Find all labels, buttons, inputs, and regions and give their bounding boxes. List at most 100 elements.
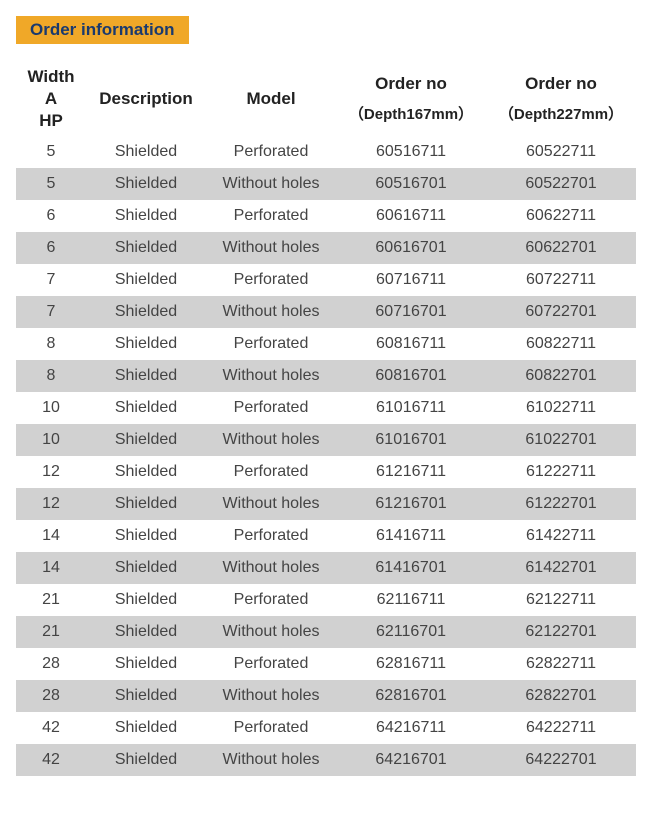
cell-order227: 60622711 — [486, 200, 636, 232]
table-row: 6ShieldedPerforated6061671160622711 — [16, 200, 636, 232]
cell-order227: 62822701 — [486, 680, 636, 712]
cell-order227: 61222711 — [486, 456, 636, 488]
cell-description: Shielded — [86, 648, 206, 680]
cell-order167: 60816711 — [336, 328, 486, 360]
cell-description: Shielded — [86, 136, 206, 168]
cell-width: 14 — [16, 520, 86, 552]
table-row: 10ShieldedWithout holes6101670161022701 — [16, 424, 636, 456]
col-header-width-line2: A — [18, 88, 84, 110]
cell-order167: 62116711 — [336, 584, 486, 616]
cell-order227: 61422711 — [486, 520, 636, 552]
cell-order167: 60616701 — [336, 232, 486, 264]
cell-model: Without holes — [206, 424, 336, 456]
cell-order227: 60722711 — [486, 264, 636, 296]
cell-model: Perforated — [206, 584, 336, 616]
spacer — [338, 95, 484, 105]
cell-order167: 61216711 — [336, 456, 486, 488]
cell-order227: 60522711 — [486, 136, 636, 168]
table-body: 5ShieldedPerforated60516711605227115Shie… — [16, 136, 636, 776]
spacer — [488, 95, 634, 105]
table-row: 14ShieldedPerforated6141671161422711 — [16, 520, 636, 552]
cell-order167: 60716701 — [336, 296, 486, 328]
col-header-order167: Order no （Depth167mm） — [336, 62, 486, 136]
table-row: 6ShieldedWithout holes6061670160622701 — [16, 232, 636, 264]
table-row: 7ShieldedPerforated6071671160722711 — [16, 264, 636, 296]
cell-description: Shielded — [86, 200, 206, 232]
cell-order227: 61422701 — [486, 552, 636, 584]
col-header-description: Description — [86, 62, 206, 136]
table-row: 21ShieldedPerforated6211671162122711 — [16, 584, 636, 616]
cell-width: 42 — [16, 744, 86, 776]
cell-model: Perforated — [206, 200, 336, 232]
cell-order227: 60822701 — [486, 360, 636, 392]
col-header-model-line2: Model — [208, 88, 334, 110]
cell-model: Perforated — [206, 136, 336, 168]
col-header-order227-line3: （Depth227mm） — [488, 105, 634, 125]
cell-model: Without holes — [206, 744, 336, 776]
cell-model: Perforated — [206, 392, 336, 424]
cell-description: Shielded — [86, 392, 206, 424]
table-row: 14ShieldedWithout holes6141670161422701 — [16, 552, 636, 584]
table-row: 12ShieldedWithout holes6121670161222701 — [16, 488, 636, 520]
cell-model: Without holes — [206, 168, 336, 200]
table-row: 42ShieldedPerforated6421671164222711 — [16, 712, 636, 744]
cell-order167: 61016701 — [336, 424, 486, 456]
cell-description: Shielded — [86, 744, 206, 776]
cell-order167: 60716711 — [336, 264, 486, 296]
cell-description: Shielded — [86, 616, 206, 648]
table-row: 10ShieldedPerforated6101671161022711 — [16, 392, 636, 424]
cell-width: 6 — [16, 232, 86, 264]
cell-description: Shielded — [86, 680, 206, 712]
cell-order227: 62822711 — [486, 648, 636, 680]
cell-description: Shielded — [86, 296, 206, 328]
table-row: 7ShieldedWithout holes6071670160722701 — [16, 296, 636, 328]
cell-model: Perforated — [206, 328, 336, 360]
cell-width: 12 — [16, 488, 86, 520]
cell-model: Without holes — [206, 296, 336, 328]
cell-width: 28 — [16, 680, 86, 712]
table-row: 5ShieldedPerforated6051671160522711 — [16, 136, 636, 168]
table-row: 21ShieldedWithout holes6211670162122701 — [16, 616, 636, 648]
cell-order167: 61416711 — [336, 520, 486, 552]
cell-description: Shielded — [86, 424, 206, 456]
cell-width: 7 — [16, 296, 86, 328]
order-info-table: Width A HP Description Model Order no （D… — [16, 62, 636, 776]
cell-width: 21 — [16, 584, 86, 616]
cell-order227: 64222711 — [486, 712, 636, 744]
cell-description: Shielded — [86, 712, 206, 744]
col-header-width-line3: HP — [18, 110, 84, 132]
cell-order167: 64216711 — [336, 712, 486, 744]
cell-order227: 62122701 — [486, 616, 636, 648]
cell-model: Without holes — [206, 488, 336, 520]
col-header-model: Model — [206, 62, 336, 136]
cell-description: Shielded — [86, 456, 206, 488]
cell-width: 7 — [16, 264, 86, 296]
cell-description: Shielded — [86, 552, 206, 584]
section-title-badge: Order information — [16, 16, 189, 44]
cell-order167: 62816711 — [336, 648, 486, 680]
cell-order167: 60816701 — [336, 360, 486, 392]
cell-model: Without holes — [206, 552, 336, 584]
cell-width: 14 — [16, 552, 86, 584]
cell-order227: 62122711 — [486, 584, 636, 616]
cell-order167: 61416701 — [336, 552, 486, 584]
cell-description: Shielded — [86, 168, 206, 200]
cell-order167: 60516701 — [336, 168, 486, 200]
col-header-width-line1: Width — [18, 66, 84, 88]
cell-order227: 60822711 — [486, 328, 636, 360]
cell-width: 8 — [16, 328, 86, 360]
cell-order167: 60616711 — [336, 200, 486, 232]
cell-width: 5 — [16, 136, 86, 168]
cell-description: Shielded — [86, 488, 206, 520]
cell-model: Perforated — [206, 648, 336, 680]
cell-order227: 61022701 — [486, 424, 636, 456]
col-header-order167-line2: Order no — [338, 73, 484, 95]
cell-description: Shielded — [86, 232, 206, 264]
cell-width: 12 — [16, 456, 86, 488]
cell-model: Without holes — [206, 616, 336, 648]
col-header-description-line2: Description — [88, 88, 204, 110]
cell-order167: 62816701 — [336, 680, 486, 712]
cell-model: Perforated — [206, 520, 336, 552]
cell-order167: 61016711 — [336, 392, 486, 424]
cell-order227: 64222701 — [486, 744, 636, 776]
